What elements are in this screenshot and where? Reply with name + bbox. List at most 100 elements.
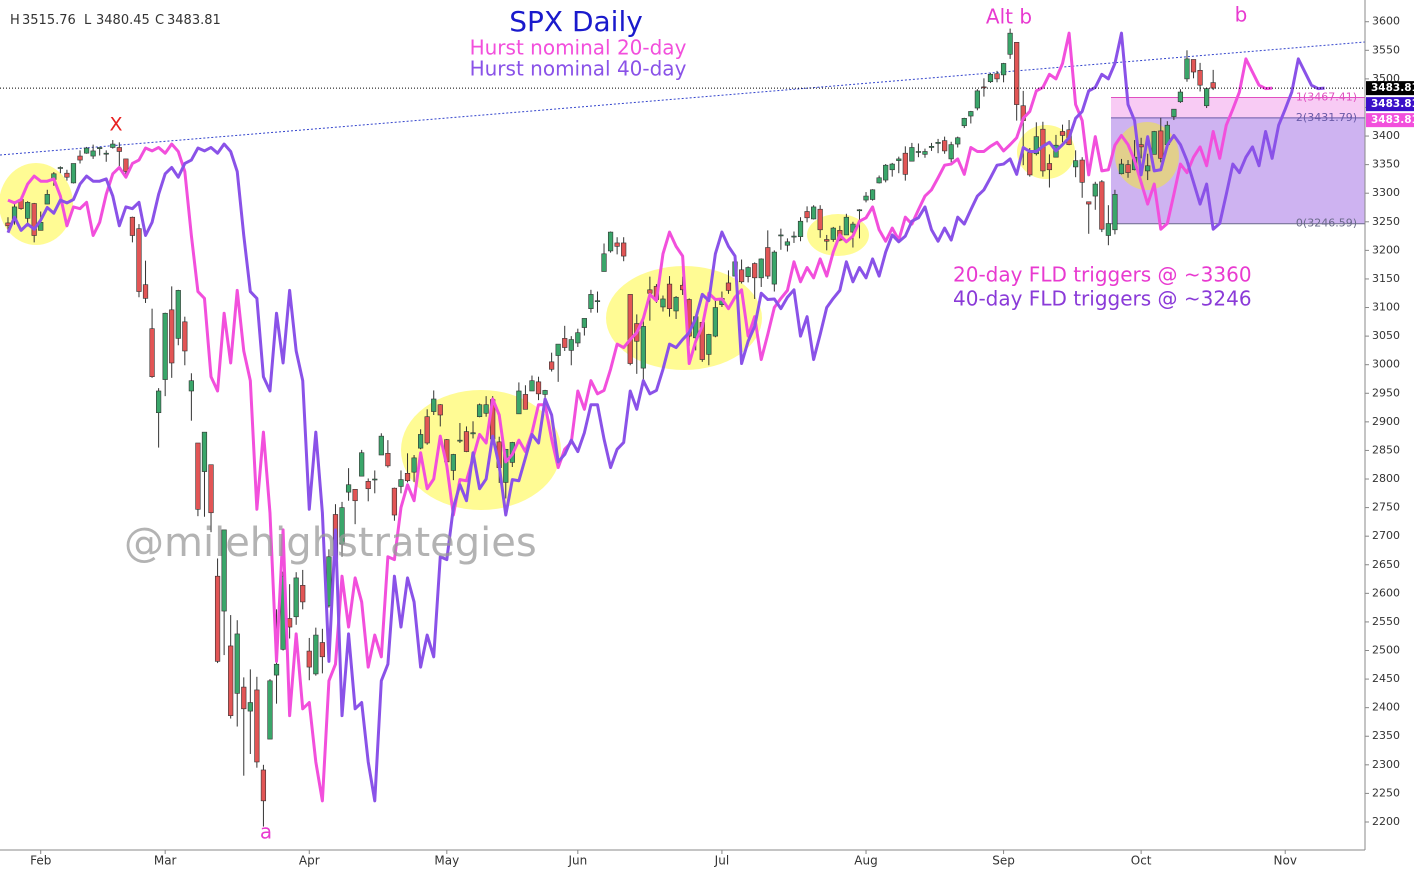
candle-body bbox=[896, 158, 902, 161]
price-badge bbox=[1366, 81, 1414, 96]
y-tick-label: 3300 bbox=[1372, 186, 1400, 199]
candle-body bbox=[712, 307, 718, 337]
candle-body bbox=[1046, 163, 1053, 171]
candle-body bbox=[70, 163, 77, 184]
candle-body bbox=[175, 290, 181, 339]
candle-body bbox=[391, 487, 398, 516]
annotation: 40-day FLD triggers @ ~3246 bbox=[953, 287, 1252, 311]
candle-body bbox=[1040, 128, 1046, 172]
candle-body bbox=[1099, 181, 1105, 230]
subtitle: Hurst nominal 40-day bbox=[470, 57, 687, 81]
y-tick-label: 3600 bbox=[1372, 15, 1400, 28]
fld-lines bbox=[6, 31, 1325, 803]
candle-body bbox=[254, 689, 260, 763]
candle-body bbox=[1204, 88, 1210, 107]
highlight-ellipse bbox=[401, 390, 561, 510]
candle-body bbox=[293, 577, 299, 618]
candle-body bbox=[535, 381, 542, 395]
candle-body bbox=[221, 529, 227, 612]
ohlc-header: H 3515.76 L 3480.45 C 3483.81 bbox=[10, 13, 221, 28]
fib-label: 0(3246.59) bbox=[1296, 217, 1357, 230]
candle-body bbox=[549, 361, 555, 370]
candle-body bbox=[765, 247, 771, 277]
x-tick-label: Jun bbox=[567, 854, 587, 868]
candle-body bbox=[594, 300, 601, 302]
x-tick-label: Jul bbox=[714, 854, 729, 868]
candle-body bbox=[758, 258, 764, 279]
header-value: 3480.45 bbox=[96, 13, 150, 28]
price-badge bbox=[1366, 113, 1414, 128]
candle-body bbox=[1177, 91, 1184, 103]
y-tick-label: 3350 bbox=[1372, 158, 1400, 171]
y-tick-label: 2450 bbox=[1372, 672, 1400, 685]
candle-body bbox=[214, 575, 221, 662]
candle-body bbox=[404, 473, 411, 482]
candle-body bbox=[83, 147, 90, 154]
candle-body bbox=[365, 481, 371, 490]
candle-body bbox=[1171, 108, 1177, 117]
candle-body bbox=[909, 147, 915, 162]
header-value: 3483.81 bbox=[167, 13, 221, 28]
candle-body bbox=[562, 338, 568, 348]
candle-body bbox=[1158, 130, 1164, 159]
candle-body bbox=[234, 633, 240, 694]
price-badge bbox=[1366, 97, 1414, 112]
candle-body bbox=[968, 111, 974, 117]
x-tick-label: Sep bbox=[992, 854, 1015, 868]
y-tick-label: 2500 bbox=[1372, 644, 1400, 657]
candle-body bbox=[359, 452, 365, 477]
candle-body bbox=[247, 702, 253, 712]
candle-body bbox=[738, 269, 745, 283]
candle-body bbox=[123, 158, 129, 172]
candle-body bbox=[778, 234, 784, 237]
candle-body bbox=[830, 227, 836, 240]
candle-body bbox=[1138, 144, 1144, 148]
candle-body bbox=[372, 478, 378, 481]
x-tick-label: Apr bbox=[299, 854, 320, 868]
candle-body bbox=[77, 155, 83, 161]
y-tick-label: 2550 bbox=[1372, 615, 1400, 628]
y-tick-label: 3100 bbox=[1372, 301, 1400, 314]
candle-body bbox=[418, 434, 424, 449]
candle-body bbox=[97, 147, 103, 149]
y-tick-label: 2600 bbox=[1372, 586, 1400, 599]
annotation: b bbox=[1235, 3, 1248, 27]
y-tick-label: 2350 bbox=[1372, 729, 1400, 742]
candle-body bbox=[981, 86, 987, 89]
x-tick-label: Aug bbox=[854, 854, 877, 868]
candle-body bbox=[863, 195, 869, 201]
candle-body bbox=[1007, 32, 1013, 55]
candle-body bbox=[345, 484, 352, 493]
candle-body bbox=[666, 283, 673, 309]
candle-body bbox=[142, 284, 149, 299]
candle-body bbox=[195, 442, 201, 510]
candle-body bbox=[1210, 82, 1216, 89]
candle-body bbox=[287, 618, 293, 628]
candle-body bbox=[1027, 152, 1033, 176]
header-label: H bbox=[10, 13, 20, 28]
candle-body bbox=[883, 164, 889, 181]
candle-body bbox=[804, 211, 810, 219]
candle-body bbox=[457, 439, 463, 442]
candle-body bbox=[31, 203, 37, 236]
candle-body bbox=[942, 140, 948, 152]
candle-body bbox=[470, 432, 476, 435]
candle-body bbox=[1073, 160, 1079, 168]
y-tick-label: 2900 bbox=[1372, 415, 1400, 428]
candle-body bbox=[601, 253, 607, 272]
fib-label: 2(3431.79) bbox=[1296, 111, 1357, 124]
candle-body bbox=[411, 457, 417, 473]
candle-body bbox=[791, 235, 797, 238]
candle-body bbox=[1033, 136, 1039, 155]
candle-body bbox=[994, 73, 1000, 80]
candle-body bbox=[555, 343, 561, 356]
candle-body bbox=[581, 318, 587, 328]
candle-body bbox=[935, 142, 941, 144]
candle-body bbox=[110, 143, 116, 148]
candle-body bbox=[319, 642, 325, 658]
candle-body bbox=[228, 645, 234, 716]
chart-title: SPX Daily bbox=[509, 5, 643, 38]
candle-body bbox=[241, 686, 247, 710]
candle-body bbox=[771, 251, 777, 285]
y-tick-label: 3250 bbox=[1372, 215, 1400, 228]
